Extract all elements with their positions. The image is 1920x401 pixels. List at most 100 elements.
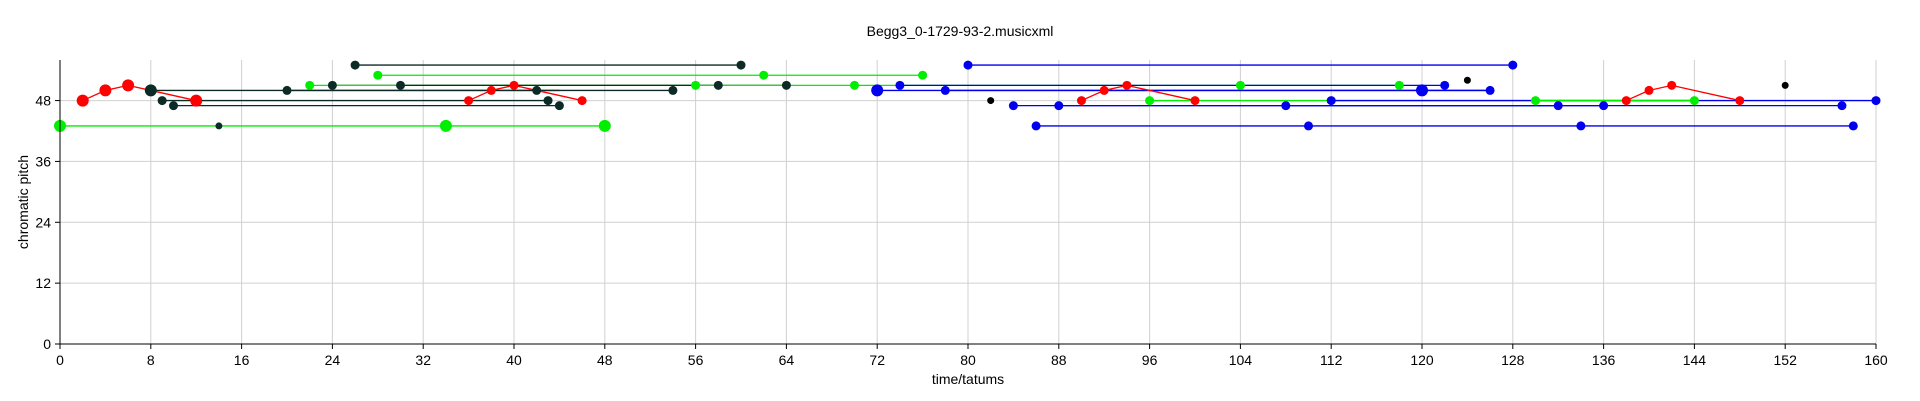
note-point [598,119,611,132]
y-axis-label: chromatic pitch [15,155,31,249]
x-tick-label: 32 [415,352,431,368]
note-point [373,70,383,80]
note-point [350,60,360,70]
note-point [1848,121,1858,131]
x-tick-label: 144 [1683,352,1707,368]
y-tick-label: 48 [35,93,51,109]
note-point [305,80,315,90]
note-point [577,96,587,106]
note-point [157,96,167,106]
note-segments [60,64,1876,127]
note-point [940,85,950,95]
note-point [1416,84,1428,97]
x-tick-label: 64 [779,352,795,368]
x-tick-label: 160 [1864,352,1888,368]
note-point [282,85,292,95]
note-point [543,96,553,106]
x-tick-label: 88 [1051,352,1067,368]
note-point [1077,96,1086,106]
x-tick-label: 96 [1142,352,1158,368]
x-tick-label: 72 [869,352,885,368]
note-point [1553,101,1563,111]
x-tick-label: 0 [56,352,64,368]
note-point [486,85,496,95]
x-tick-label: 48 [597,352,613,368]
note-point [99,84,112,97]
y-tick-label: 0 [43,336,51,352]
y-tick-label: 12 [35,275,51,291]
note-point [1463,76,1471,84]
note-point [215,122,223,130]
x-tick-label: 120 [1410,352,1434,368]
note-point [1326,96,1336,106]
note-point [144,84,157,97]
chart-title: Begg3_0-1729-93-2.musicxml [867,23,1054,39]
note-point [532,85,542,95]
note-point [895,80,905,90]
note-point [1689,96,1699,106]
note-point [963,60,973,70]
note-point [871,84,884,97]
note-point [1599,101,1609,111]
note-point [1485,85,1495,95]
note-point [987,97,995,105]
x-tick-label: 56 [688,352,704,368]
note-point [1621,96,1631,106]
note-point [1190,96,1200,106]
x-tick-label: 104 [1229,352,1253,368]
x-tick-label: 80 [960,352,976,368]
note-point [1281,101,1291,111]
note-point [1145,96,1155,106]
melody-line [1081,84,1196,102]
note-point [1054,101,1064,111]
note-point [1304,121,1313,131]
note-point [1099,85,1109,95]
note-point [396,80,405,90]
note-point [713,80,723,90]
x-tick-label: 128 [1501,352,1525,368]
note-point [1735,96,1745,106]
note-point [1781,81,1789,89]
note-point [691,80,701,90]
x-tick-label: 16 [234,352,250,368]
note-point [1531,96,1540,106]
note-point [736,60,746,70]
y-tick-label: 24 [35,214,51,230]
note-point [1837,101,1847,111]
note-point [781,80,791,90]
note-point [1508,60,1518,70]
note-point [1440,80,1450,90]
note-point [169,101,178,111]
note-point [1008,101,1018,111]
note-point [439,119,452,132]
note-point [509,80,519,90]
melody-line [1626,84,1740,102]
x-tick-label: 40 [506,352,522,368]
note-point [1576,121,1586,131]
note-point [327,80,337,90]
note-point [122,79,135,92]
y-tick-label: 36 [35,153,51,169]
x-axis-label: time/tatums [932,371,1004,387]
note-point [190,94,203,107]
y-axis-ticks: 0 12 24 36 48 [35,93,60,352]
note-point [1667,80,1677,90]
note-point [1031,121,1041,131]
x-tick-label: 24 [325,352,341,368]
note-point [1871,96,1881,106]
note-point [668,85,678,95]
note-point [1235,80,1245,90]
note-point [850,80,859,90]
note-point [464,96,474,106]
x-tick-label: 136 [1592,352,1616,368]
x-axis-ticks: 0 8 16 24 32 40 48 56 64 72 80 88 96 104 112 120 128 136 1… [56,344,1888,368]
x-tick-label: 112 [1320,352,1343,368]
x-tick-label: 8 [147,352,155,368]
note-point [918,70,928,80]
note-point [759,70,769,80]
note-point [1394,80,1404,90]
note-point [554,101,564,111]
note-point [1644,85,1654,95]
